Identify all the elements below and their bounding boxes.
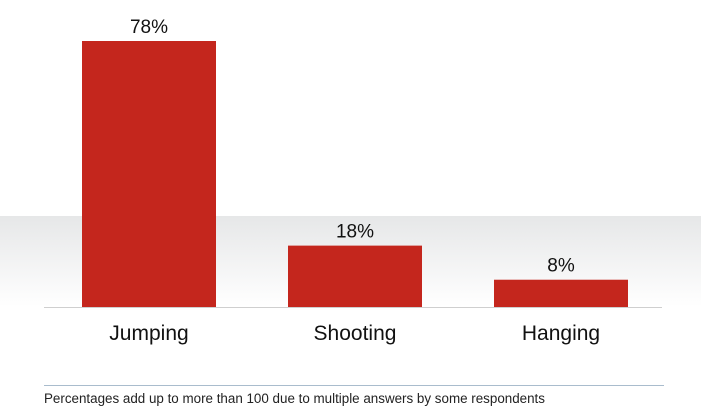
- bar-jumping: [82, 41, 216, 307]
- labels-layer: 78% Jumping 18% Shooting 8% Hanging: [109, 17, 600, 345]
- category-label-hanging: Hanging: [522, 322, 600, 345]
- bar-hanging: [494, 279, 628, 307]
- category-label-shooting: Shooting: [314, 322, 397, 345]
- value-label-jumping: 78%: [130, 17, 168, 38]
- category-label-jumping: Jumping: [109, 322, 188, 345]
- footnote-text: Percentages add up to more than 100 due …: [44, 391, 545, 406]
- bar-shooting: [288, 245, 422, 307]
- value-label-hanging: 8%: [547, 256, 575, 277]
- value-label-shooting: 18%: [336, 222, 374, 243]
- footnote-divider: [44, 385, 664, 386]
- bars-layer: [82, 41, 628, 307]
